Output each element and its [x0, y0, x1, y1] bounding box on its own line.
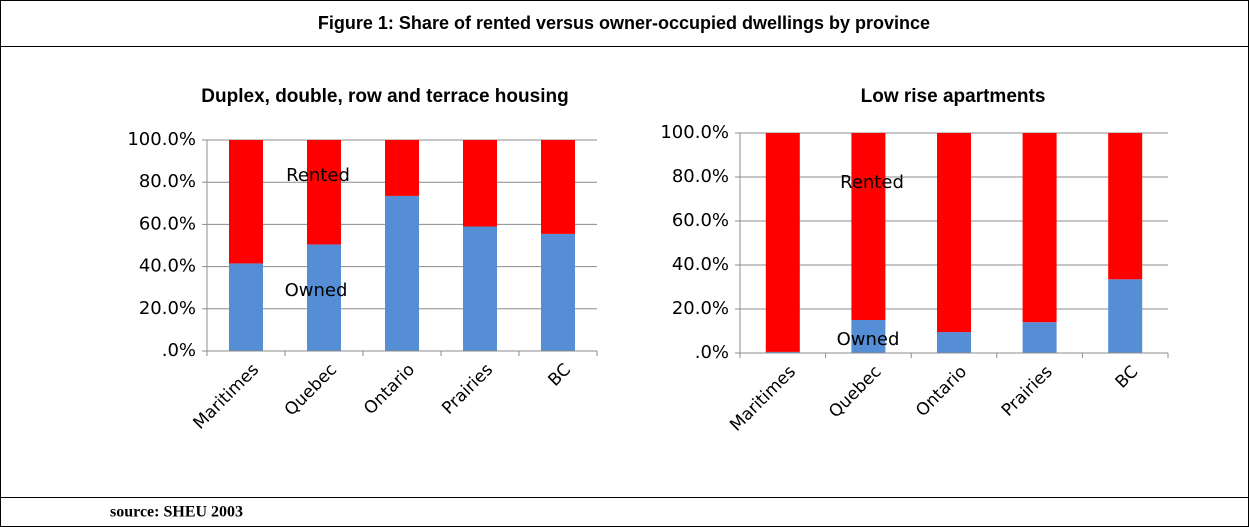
y-tick-label: 20.0% — [139, 298, 196, 319]
y-tick-label: .0% — [162, 340, 196, 361]
x-tick-label: Prairies — [998, 362, 1057, 421]
bar-segment — [765, 133, 800, 352]
y-tick-label: 60.0% — [672, 210, 729, 231]
bar-segment — [385, 140, 419, 196]
series-label: Owned — [285, 280, 348, 301]
bar-segment — [1108, 133, 1143, 280]
chart-title: Duplex, double, row and terrace housing — [201, 86, 569, 107]
y-tick-label: 40.0% — [672, 254, 729, 275]
bar-segment — [1108, 279, 1143, 353]
y-tick-label: 40.0% — [139, 256, 196, 277]
figure-title: Figure 1: Share of rented versus owner-o… — [318, 13, 930, 33]
x-tick-label: Quebec — [825, 362, 885, 422]
bar-segment — [1022, 322, 1057, 353]
y-tick-label: .0% — [695, 342, 729, 363]
series-label: Rented — [840, 172, 904, 193]
x-tick-label: Maritimes — [726, 362, 800, 436]
series-label: Owned — [837, 329, 900, 350]
x-tick-label: Maritimes — [189, 360, 263, 434]
bar-segment — [541, 233, 575, 351]
y-tick-label: 100.0% — [127, 129, 196, 150]
chart-title-box: Low rise apartments — [860, 86, 1046, 107]
bar-segment — [541, 140, 575, 234]
x-tick-label: BC — [1112, 362, 1143, 393]
x-tick-label: Prairies — [438, 360, 497, 419]
source: source: SHEU 2003 — [110, 504, 243, 521]
bar-segment — [307, 140, 341, 245]
x-tick-label: Quebec — [281, 360, 341, 420]
y-tick-label: 80.0% — [139, 171, 196, 192]
bar-segment — [463, 140, 497, 227]
bar-segment — [937, 332, 971, 353]
y-tick-label: 100.0% — [660, 122, 729, 143]
bar-segment — [307, 244, 341, 351]
y-tick-label: 20.0% — [672, 298, 729, 319]
bar-segment — [851, 320, 886, 353]
x-tick-label: Ontario — [360, 360, 419, 419]
x-tick-label: BC — [544, 360, 575, 391]
y-tick-label: 80.0% — [672, 166, 729, 187]
bar-segment — [937, 133, 971, 333]
y-tick-label: 60.0% — [139, 213, 196, 234]
bar-segment — [385, 195, 419, 351]
bar-segment — [463, 226, 497, 351]
x-tick-label: Ontario — [912, 362, 971, 421]
bar-segment — [229, 140, 263, 264]
chart-title-box: Duplex, double, row and terrace housing — [201, 86, 569, 107]
series-label: Rented — [286, 165, 350, 186]
bar-segment — [229, 263, 263, 351]
bar-segment — [851, 133, 886, 320]
bar-segment — [765, 351, 800, 353]
chart-title: Low rise apartments — [860, 86, 1046, 107]
bar-segment — [1022, 133, 1057, 323]
